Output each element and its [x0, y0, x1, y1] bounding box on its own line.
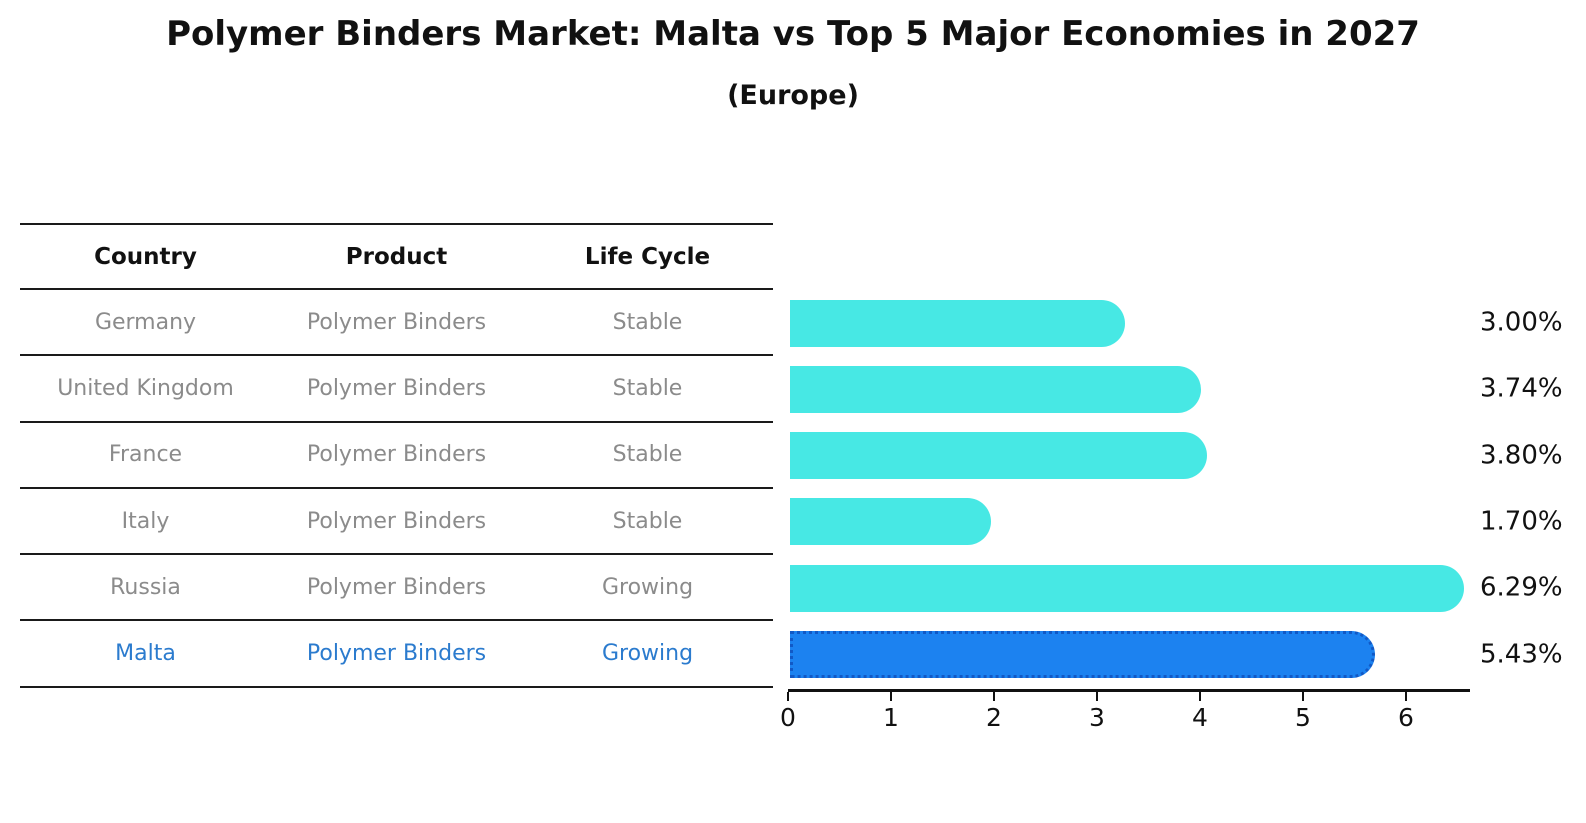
- x-axis: 0 1 2 3 4 5 6: [780, 689, 1470, 744]
- table-row-malta: Malta Polymer Binders Growing: [20, 621, 773, 688]
- value-label: 6.29%: [1480, 572, 1563, 603]
- tick-label: 6: [1398, 703, 1414, 732]
- tick-label: 3: [1089, 703, 1105, 732]
- table-row: United Kingdom Polymer Binders Stable: [20, 356, 773, 423]
- cell-product: Polymer Binders: [306, 442, 487, 468]
- table-row: Italy Polymer Binders Stable: [20, 489, 773, 556]
- tick-label: 5: [1295, 703, 1311, 732]
- tick-label: 1: [883, 703, 899, 732]
- table-row: France Polymer Binders Stable: [20, 423, 773, 489]
- cell-country: Germany: [94, 309, 197, 335]
- country-table: Country Product Life Cycle Germany Polym…: [20, 223, 773, 688]
- tick-mark: [890, 692, 892, 701]
- value-label: 3.74%: [1480, 373, 1563, 404]
- bar-malta: [790, 631, 1376, 678]
- tick-mark: [1096, 692, 1098, 701]
- cell-life-cycle: Growing: [601, 574, 694, 600]
- cell-product: Polymer Binders: [306, 574, 487, 600]
- cell-country: France: [108, 442, 183, 468]
- value-label: 1.70%: [1480, 506, 1563, 537]
- cell-country: United Kingdom: [57, 375, 234, 401]
- tick-mark: [1199, 692, 1201, 701]
- chart-subtitle: (Europe): [727, 80, 859, 111]
- cell-country: Italy: [121, 508, 170, 534]
- table-row: Germany Polymer Binders Stable: [20, 290, 773, 357]
- cell-life-cycle: Stable: [612, 309, 683, 335]
- cell-product: Polymer Binders: [306, 309, 487, 335]
- tick-mark: [993, 692, 995, 701]
- chart-title: Polymer Binders Market: Malta vs Top 5 M…: [166, 14, 1420, 54]
- value-label: 3.80%: [1480, 439, 1563, 470]
- bar-russia: [790, 564, 1464, 612]
- bar-germany: [790, 299, 1125, 347]
- tick-label: 2: [986, 703, 1002, 732]
- header-country: Country: [94, 243, 197, 270]
- header-life-cycle: Life Cycle: [584, 243, 711, 270]
- bar-france: [790, 432, 1208, 480]
- tick-label: 0: [780, 703, 796, 732]
- tick-mark: [787, 692, 789, 701]
- tick-mark: [1405, 692, 1407, 701]
- cell-product: Polymer Binders: [306, 375, 487, 401]
- cell-product: Polymer Binders: [306, 641, 487, 667]
- cell-life-cycle: Stable: [612, 508, 683, 534]
- value-label: 3.00%: [1480, 307, 1563, 338]
- value-label: 5.43%: [1480, 638, 1563, 669]
- table-header-row: Country Product Life Cycle: [20, 223, 773, 290]
- cell-country: Russia: [110, 574, 181, 600]
- bar-united-kingdom: [790, 365, 1202, 413]
- tick-mark: [1302, 692, 1304, 701]
- x-axis-line: [788, 689, 1470, 692]
- cell-life-cycle: Growing: [601, 641, 694, 667]
- cell-country: Malta: [115, 641, 176, 667]
- tick-label: 4: [1192, 703, 1208, 732]
- bar-italy: [790, 498, 992, 546]
- table-row: Russia Polymer Binders Growing: [20, 555, 773, 622]
- cell-life-cycle: Stable: [612, 375, 683, 401]
- header-product: Product: [345, 243, 448, 270]
- cell-product: Polymer Binders: [306, 508, 487, 534]
- cell-life-cycle: Stable: [612, 442, 683, 468]
